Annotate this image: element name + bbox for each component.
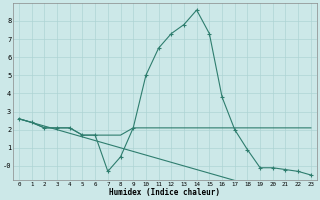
X-axis label: Humidex (Indice chaleur): Humidex (Indice chaleur) bbox=[109, 188, 220, 197]
